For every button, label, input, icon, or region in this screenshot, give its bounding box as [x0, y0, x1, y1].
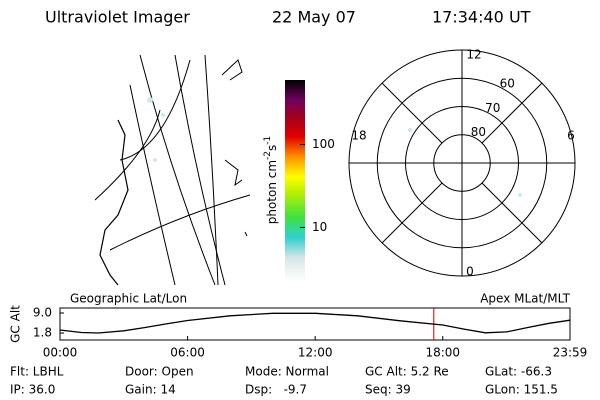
date: 22 May 07: [272, 8, 356, 27]
mlt-spoke: [481, 182, 543, 244]
info-field: Dsp: -9.7: [245, 383, 307, 397]
map: [94, 54, 251, 286]
info-field: GLat: -66.3: [485, 365, 552, 379]
x-tick-label: 06:00: [170, 346, 205, 360]
info-field: Mode: Normal: [245, 365, 329, 379]
title: Ultraviolet Imager: [45, 8, 190, 27]
lat-label: 60: [500, 77, 515, 91]
mlt-label: 12: [466, 48, 481, 62]
mlt-spoke: [381, 82, 443, 144]
info-field: Flt: LBHL: [10, 365, 64, 379]
y-tick-label: 1.8: [33, 326, 52, 340]
colorbar: [285, 80, 305, 282]
mlt-label: 0: [466, 265, 474, 279]
x-tick-label: 00:00: [43, 346, 78, 360]
lat-label: 70: [485, 101, 500, 115]
lat-label: 80: [471, 125, 486, 139]
y-axis-label: GC Alt: [9, 305, 23, 343]
info-field: Door: Open: [125, 365, 194, 379]
time: 17:34:40 UT: [432, 8, 531, 27]
strip-label: Apex MLat/MLT: [480, 292, 570, 306]
info-field: GC Alt: 5.2 Re: [365, 365, 449, 379]
x-tick-label: 23:59: [553, 346, 588, 360]
colorbar-label: photon cm-2s-1: [263, 136, 279, 225]
x-tick-label: 12:00: [298, 346, 333, 360]
info-field: Seq: 39: [365, 383, 411, 397]
info-field: IP: 36.0: [10, 383, 55, 397]
mlt-label: 18: [351, 129, 366, 143]
mlt-spoke: [381, 182, 443, 244]
altitude-line: [59, 312, 571, 334]
info-field: GLon: 151.5: [485, 383, 558, 397]
x-tick-label: 18:00: [425, 346, 460, 360]
colorbar-tick-label: 10: [312, 220, 327, 234]
strip-label: Geographic Lat/Lon: [70, 292, 187, 306]
info-field: Gain: 14: [125, 383, 176, 397]
mlt-label: 6: [567, 129, 575, 143]
mlt-spoke: [481, 82, 543, 144]
colorbar-tick-label: 100: [312, 137, 335, 151]
glow: [147, 97, 522, 197]
y-tick-label: 9.0: [33, 306, 52, 320]
